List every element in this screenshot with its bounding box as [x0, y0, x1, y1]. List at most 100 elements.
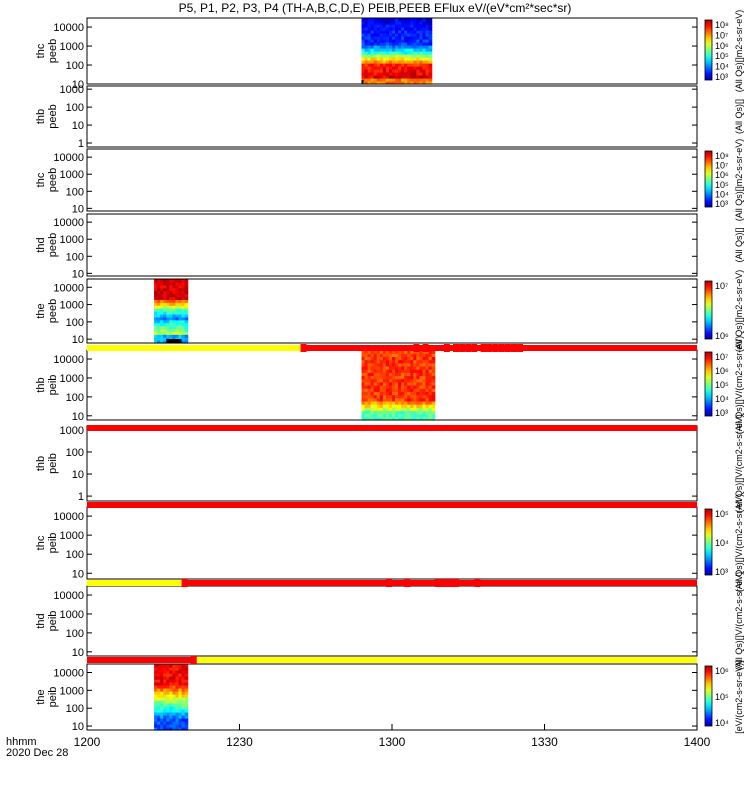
- spectrogram-cell: [419, 391, 424, 396]
- spectrogram-cell: [401, 81, 405, 85]
- spectrogram-cell: [385, 48, 390, 52]
- spectrogram-cell: [410, 365, 414, 370]
- spectrogram-cell: [401, 33, 405, 37]
- spectrogram-cell: [172, 724, 177, 728]
- spectrogram-cell: [175, 319, 180, 324]
- spectrogram-cell: [404, 369, 408, 373]
- spectrogram-cell: [376, 353, 381, 357]
- spectrogram-cell: [413, 375, 417, 380]
- spectrogram-cell: [392, 42, 396, 46]
- spectrogram-cell: [413, 391, 417, 396]
- spectrogram-cell: [370, 388, 375, 392]
- spectrogram-cell: [428, 18, 433, 22]
- spectrogram-cell: [154, 308, 158, 312]
- spectrogram-cell: [175, 673, 180, 677]
- spectrogram-cell: [398, 391, 402, 396]
- spectrogram-cell: [407, 60, 411, 64]
- spectrogram-cell: [382, 72, 387, 76]
- spectrogram-cell: [388, 369, 393, 373]
- mode-bar-tick: [300, 344, 307, 352]
- spectrogram-cell: [392, 63, 396, 67]
- mode-bar: [87, 579, 698, 587]
- spectrogram-cell: [392, 375, 396, 380]
- y-axis-label: peib: [47, 611, 59, 632]
- spectrogram-cell: [413, 407, 417, 412]
- spectrogram-cell: [166, 287, 170, 292]
- y-tick-label: 10000: [53, 354, 84, 366]
- spectrogram-cell: [364, 60, 369, 64]
- spectrogram-cell: [413, 356, 417, 361]
- spectrogram-cell: [425, 75, 430, 79]
- y-axis-label: thd: [35, 613, 47, 628]
- spectrogram-cell: [419, 81, 424, 85]
- spectrogram-cell: [419, 24, 424, 28]
- spectrogram-cell: [425, 375, 430, 380]
- spectrogram-cell: [431, 394, 436, 399]
- spectrogram-cell: [163, 703, 167, 707]
- spectrogram-cell: [422, 404, 427, 408]
- spectrogram-cell: [178, 284, 183, 289]
- spectrogram-cell: [154, 319, 158, 324]
- colorbar-label: [eV/(cm2-s-sr-eV)]: [734, 660, 744, 734]
- spectrogram-cell: [379, 350, 384, 354]
- spectrogram-cell: [398, 407, 402, 412]
- spectrogram-cell: [370, 362, 375, 367]
- spectrogram-cell: [416, 18, 421, 22]
- spectrogram-cell: [419, 66, 424, 70]
- spectrogram-cell: [413, 42, 417, 46]
- spectrogram-cell: [361, 66, 366, 70]
- spectrogram-cell: [401, 72, 405, 76]
- spectrogram-cell: [370, 45, 375, 49]
- spectrogram-cell: [181, 316, 186, 321]
- spectrogram-cell: [392, 81, 396, 85]
- spectrogram-cell: [428, 388, 433, 392]
- spectrogram-cell: [163, 340, 167, 344]
- spectrogram-cell: [178, 308, 183, 312]
- spectrogram-cell: [425, 416, 430, 421]
- spectrogram-cell: [373, 42, 378, 46]
- spectrogram-cell: [385, 378, 390, 383]
- spectrogram-cell: [410, 388, 414, 392]
- spectrogram-cell: [178, 727, 183, 731]
- spectrogram-cell: [172, 279, 177, 283]
- spectrogram-cell: [416, 78, 421, 82]
- spectrogram-cell: [395, 410, 399, 415]
- bottom-mark: [166, 339, 182, 343]
- spectrogram-cell: [373, 416, 378, 421]
- spectrogram-cell: [376, 410, 381, 415]
- spectrogram-cell: [172, 316, 177, 321]
- spectrogram-cell: [379, 51, 384, 55]
- spectrogram-cell: [379, 21, 384, 25]
- spectrogram-cell: [154, 279, 158, 283]
- spectrogram-cell: [404, 21, 408, 25]
- spectrogram-the-peeb: [154, 279, 189, 344]
- y-axis-label: peeb: [47, 233, 59, 257]
- spectrogram-cell: [373, 69, 378, 73]
- spectrogram-cell: [166, 688, 170, 692]
- spectrogram-cell: [416, 24, 421, 28]
- spectrogram-cell: [413, 81, 417, 85]
- spectrogram-cell: [157, 311, 161, 315]
- spectrogram-cell: [157, 667, 161, 671]
- spectrogram-cell: [419, 372, 424, 377]
- spectrogram-cell: [175, 296, 180, 300]
- spectrogram-cell: [379, 81, 384, 85]
- spectrogram-cell: [373, 362, 378, 367]
- spectrogram-cell: [184, 667, 189, 671]
- spectrogram-cell: [392, 407, 396, 412]
- spectrogram-cell: [376, 407, 381, 412]
- spectrogram-cell: [407, 45, 411, 49]
- spectrogram-cell: [154, 299, 158, 303]
- spectrogram-cell: [398, 18, 402, 22]
- spectrogram-cell: [175, 308, 180, 312]
- spectrogram-cell: [410, 362, 414, 367]
- spectrogram-cell: [163, 279, 167, 283]
- spectrogram-cell: [376, 413, 381, 418]
- spectrogram-cell: [385, 21, 390, 25]
- spectrogram-cell: [373, 391, 378, 396]
- y-tick-label: 10000: [53, 668, 84, 680]
- spectrogram-cell: [382, 42, 387, 46]
- spectrogram-cell: [428, 356, 433, 361]
- spectrogram-cell: [398, 388, 402, 392]
- spectrogram-cell: [398, 416, 402, 421]
